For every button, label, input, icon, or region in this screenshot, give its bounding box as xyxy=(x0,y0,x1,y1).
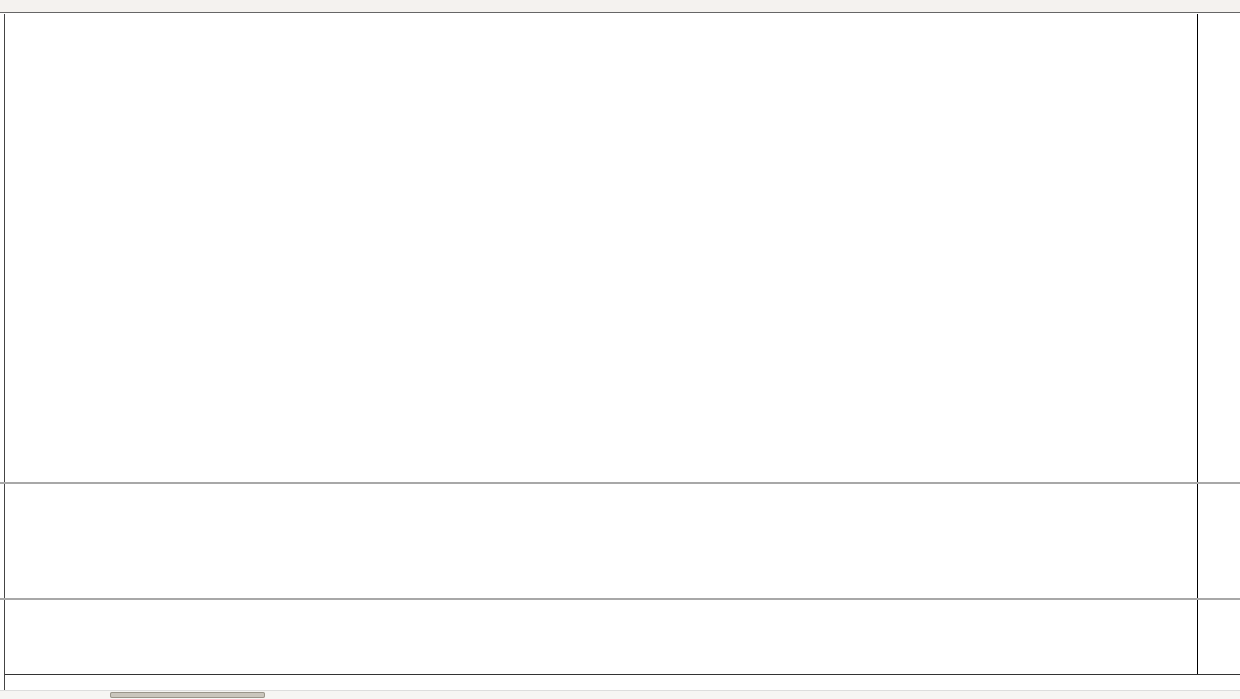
time-axis[interactable] xyxy=(5,674,1240,691)
horizontal-scrollbar-thumb[interactable] xyxy=(110,692,265,698)
panel-splitter-rsi[interactable] xyxy=(0,598,1240,600)
chart-title-bar[interactable] xyxy=(0,0,1240,13)
macd-chart[interactable] xyxy=(5,484,1197,598)
macd-panel[interactable] xyxy=(5,484,1197,598)
candlestick-chart[interactable] xyxy=(5,14,1197,482)
bottom-scroll-strip xyxy=(0,690,1240,699)
chart-frame-border xyxy=(4,14,5,690)
panel-splitter-macd[interactable] xyxy=(0,482,1240,484)
price-chart-panel[interactable] xyxy=(5,14,1197,482)
price-axis[interactable] xyxy=(1197,14,1240,674)
rsi-chart[interactable] xyxy=(5,600,1197,674)
rsi-panel[interactable] xyxy=(5,600,1197,674)
